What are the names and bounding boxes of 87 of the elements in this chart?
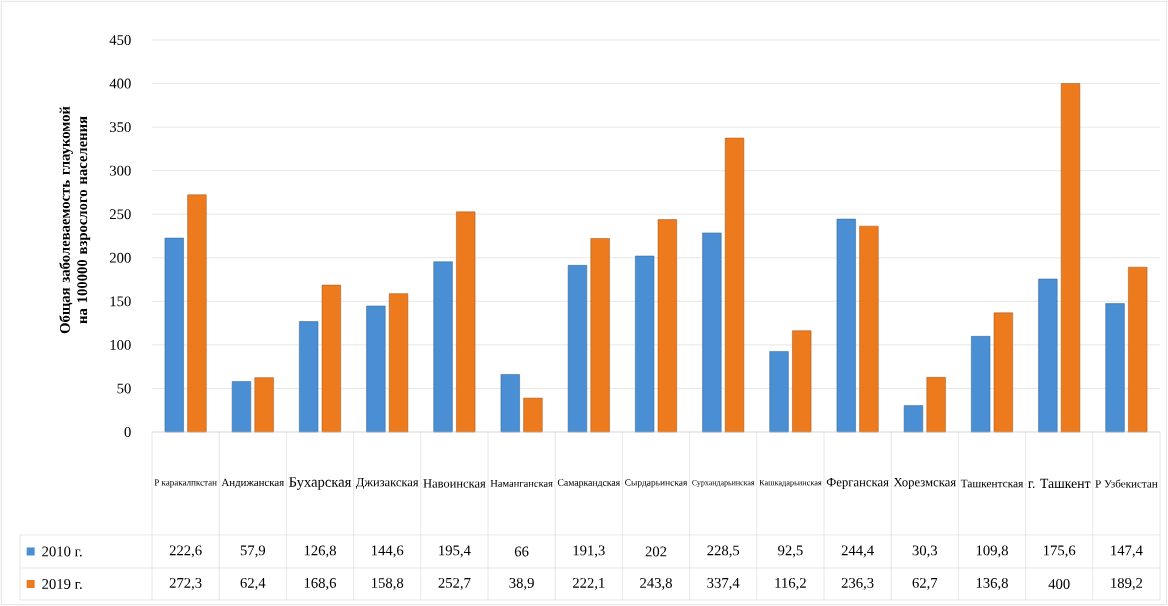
data-label: 228,5 [707, 545, 740, 558]
bar [971, 336, 991, 433]
bar [366, 305, 386, 433]
data-label: 66 [514, 546, 529, 557]
y-tick-label: 250 [109, 209, 131, 220]
y-axis-title: Общая заболеваемость глаукомой на 100000 взрослого населения [59, 106, 91, 334]
data-label: 195,4 [439, 545, 471, 558]
bar [1038, 278, 1058, 433]
data-label: 136,8 [976, 577, 1008, 590]
y-tick-label: 0 [124, 427, 131, 437]
data-label: 57,9 [240, 545, 266, 558]
data-label: 109,8 [976, 545, 1008, 558]
x-tick-label: Ферганская [826, 477, 889, 489]
bar [903, 405, 924, 433]
data-label: 38,9 [509, 577, 534, 590]
x-tick-label: Кашкадарьинская [759, 479, 822, 488]
data-label: 168,6 [304, 577, 337, 590]
x-tick-label: Ташкентская [960, 479, 1024, 488]
y-tick-label: 200 [109, 252, 131, 263]
bar [657, 219, 677, 433]
bar [724, 137, 745, 433]
bar [164, 237, 184, 433]
bar [769, 351, 789, 433]
bar [433, 261, 453, 433]
x-tick-label: г. Ташкент [1028, 478, 1091, 489]
data-label: 222,1 [572, 578, 605, 590]
bar [926, 377, 946, 433]
legend-label: 2019 г. [42, 579, 82, 589]
legend-label: 2010 г. [42, 546, 82, 557]
data-label: 158,8 [372, 577, 404, 590]
y-tick-label: 450 [109, 35, 131, 45]
x-tick-label: Наманганская [490, 480, 553, 487]
y-tick-label: 100 [110, 339, 131, 350]
bar [1105, 303, 1125, 433]
data-label: 62,7 [912, 578, 938, 590]
bar [299, 321, 319, 433]
bar [590, 238, 610, 433]
bar [254, 377, 274, 433]
bar [635, 255, 655, 433]
bar [792, 330, 812, 433]
bar [836, 218, 856, 433]
data-label: 244,4 [841, 545, 874, 558]
data-label: 272,3 [169, 578, 202, 590]
data-label: 175,6 [1044, 545, 1076, 558]
bar [1060, 83, 1081, 433]
bar [993, 312, 1013, 433]
y-tick-label: 300 [110, 165, 131, 176]
bar [702, 232, 722, 433]
data-label: 243,8 [640, 577, 672, 590]
bar [1128, 266, 1148, 433]
y-tick-label: 400 [109, 78, 131, 89]
bar [187, 194, 207, 433]
bar [321, 284, 341, 433]
x-tick-label: Самаркандская [557, 479, 620, 488]
data-label: 144,6 [372, 545, 404, 558]
data-label: 337,4 [707, 578, 740, 590]
x-tick-label: Бухарская [289, 477, 352, 490]
y-tick-label: 50 [117, 383, 131, 394]
x-tick-label: Андижанская [221, 478, 284, 489]
x-tick-label: Навоинская [423, 479, 486, 488]
data-label: 92,5 [778, 545, 803, 558]
x-tick-label: Хорезмская [893, 477, 956, 489]
bar [456, 211, 476, 433]
y-tick-label: 350 [110, 122, 131, 133]
data-label: 116,2 [775, 578, 806, 590]
data-label: 30,3 [912, 545, 938, 558]
data-label: 126,8 [304, 545, 336, 558]
bar [859, 225, 879, 433]
data-label: 202 [645, 546, 667, 557]
bar [231, 381, 252, 433]
bar [388, 293, 409, 433]
x-tick-label: Р каракалпкстан [154, 479, 217, 488]
data-label: 191,3 [573, 545, 605, 558]
bar [567, 265, 588, 433]
data-label: 147,4 [1111, 545, 1143, 558]
bar [523, 397, 543, 433]
data-label: 189,2 [1111, 577, 1143, 590]
data-label: 252,7 [438, 578, 471, 590]
data-label: 222,6 [169, 545, 202, 558]
data-label: 400 [1048, 579, 1070, 589]
data-label: 62,4 [240, 578, 266, 590]
bar [500, 374, 520, 433]
data-label: 236,3 [841, 578, 874, 590]
y-tick-label: 150 [110, 296, 131, 307]
x-tick-label: Джизакская [355, 478, 419, 489]
x-tick-label: Р Узбекистан [1095, 479, 1158, 488]
x-tick-label: Сырдарьинская [625, 479, 688, 488]
